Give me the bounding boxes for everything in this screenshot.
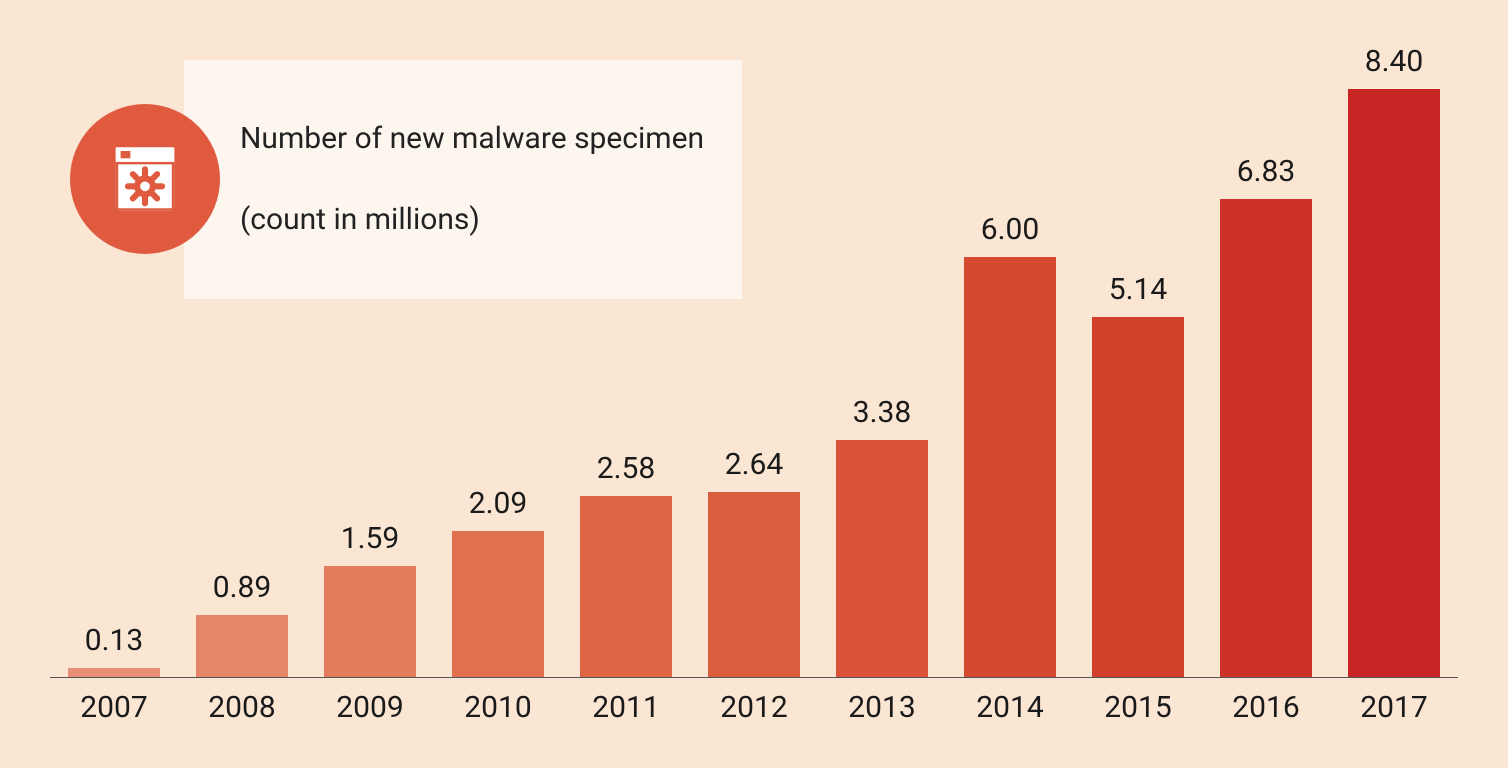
bar-value-label: 6.83 [1237, 154, 1296, 189]
malware-bar-chart: Number of new malware specimen (count in… [50, 40, 1458, 738]
x-axis-label: 2014 [946, 678, 1074, 738]
bar-rect [964, 257, 1056, 677]
bar-rect [452, 531, 544, 677]
bar-rect [1092, 317, 1184, 677]
chart-title-line2: (count in millions) [240, 200, 704, 241]
x-axis-label: 2008 [178, 678, 306, 738]
bar-value-label: 2.64 [725, 447, 784, 482]
bar-slot: 3.38 [818, 40, 946, 677]
bar-rect [196, 615, 288, 677]
bar-rect [68, 668, 160, 677]
chart-title-line1: Number of new malware specimen [240, 119, 704, 160]
bar-slot: 5.14 [1074, 40, 1202, 677]
bar-value-label: 6.00 [981, 212, 1040, 247]
bar-rect [836, 440, 928, 677]
bar-slot: 6.83 [1202, 40, 1330, 677]
gear-window-icon [106, 140, 184, 218]
bar-rect [708, 492, 800, 677]
x-axis-labels: 2007200820092010201120122013201420152016… [50, 678, 1458, 738]
x-axis-label: 2010 [434, 678, 562, 738]
x-axis-label: 2007 [50, 678, 178, 738]
malware-icon [70, 104, 220, 254]
bar-slot: 8.40 [1330, 40, 1458, 677]
bar-rect [580, 496, 672, 677]
bar-rect [1348, 89, 1440, 677]
x-axis-label: 2016 [1202, 678, 1330, 738]
x-axis-label: 2013 [818, 678, 946, 738]
bar-value-label: 2.58 [597, 451, 656, 486]
x-axis-label: 2017 [1330, 678, 1458, 738]
chart-title: Number of new malware specimen (count in… [184, 60, 742, 299]
bar-rect [1220, 199, 1312, 677]
bar-value-label: 1.59 [341, 521, 400, 556]
x-axis-label: 2012 [690, 678, 818, 738]
bar-value-label: 0.89 [213, 570, 272, 605]
bar-value-label: 2.09 [469, 486, 528, 521]
x-axis-label: 2015 [1074, 678, 1202, 738]
bar-value-label: 8.40 [1365, 44, 1424, 79]
bar-value-label: 3.38 [853, 395, 912, 430]
x-axis-label: 2009 [306, 678, 434, 738]
x-axis-label: 2011 [562, 678, 690, 738]
bar-value-label: 5.14 [1109, 272, 1168, 307]
bar-value-label: 0.13 [85, 623, 144, 658]
bar-rect [324, 566, 416, 677]
chart-legend: Number of new malware specimen (count in… [70, 60, 742, 299]
bar-slot: 6.00 [946, 40, 1074, 677]
